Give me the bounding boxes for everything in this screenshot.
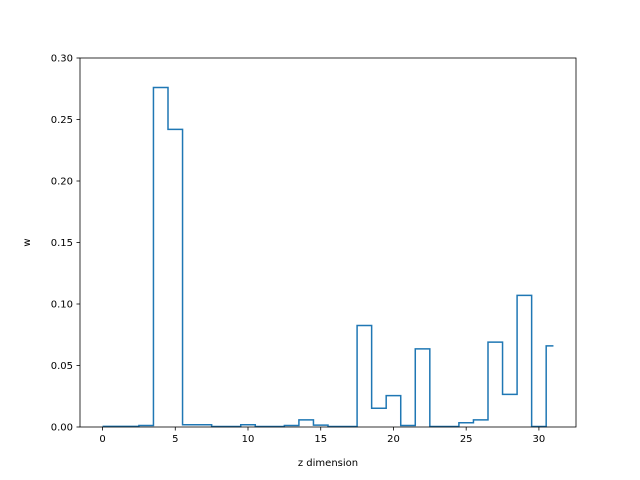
y-tick-label-5: 0.25 — [51, 115, 73, 126]
y-tick-label-1: 0.05 — [51, 361, 73, 372]
x-tick-label-1: 5 — [172, 434, 178, 445]
y-tick-label-0: 0.00 — [51, 423, 73, 434]
x-tick-label-5: 25 — [460, 434, 473, 445]
y-tick-label-3: 0.15 — [51, 238, 73, 249]
x-tick-label-0: 0 — [99, 434, 105, 445]
y-tick-label-2: 0.10 — [51, 300, 73, 311]
x-tick-label-4: 20 — [387, 434, 400, 445]
x-tick-label-3: 15 — [314, 434, 327, 445]
y-axis-label: w — [22, 238, 33, 246]
x-tick-label-2: 10 — [242, 434, 255, 445]
axes: 0 5 10 15 20 25 30 0.00 0.05 0.10 0.15 0.20 0.25 0.30 — [51, 54, 577, 445]
x-tick-label-6: 30 — [533, 434, 546, 445]
y-tick-label-4: 0.20 — [51, 177, 73, 188]
plot-area — [80, 58, 576, 428]
series-line-0 — [102, 86, 554, 428]
plot-background — [80, 58, 576, 427]
y-tick-label-6: 0.30 — [51, 54, 73, 65]
x-axis-label: z dimension — [298, 458, 358, 469]
